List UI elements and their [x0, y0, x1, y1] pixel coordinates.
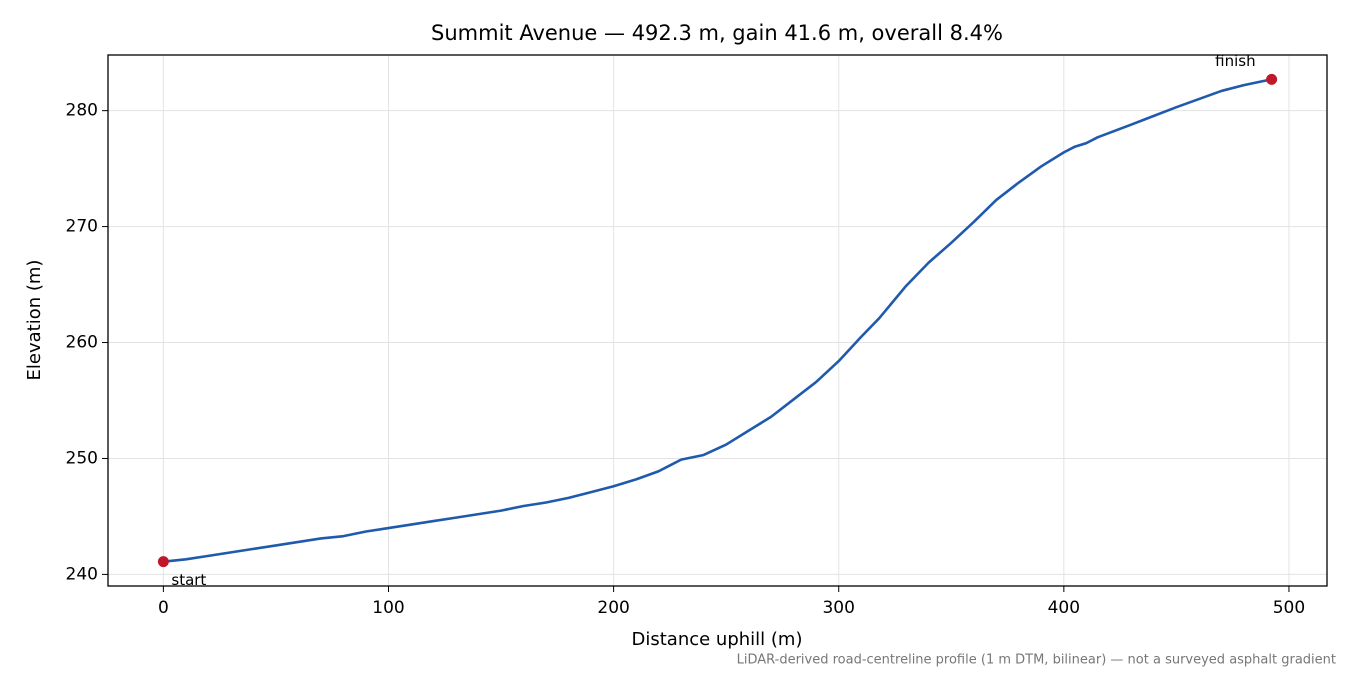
elevation-line — [163, 78, 1272, 563]
plot-frame — [107, 54, 1328, 587]
footnote: LiDAR-derived road-centreline profile (1… — [737, 653, 1336, 668]
y-tick-label: 280 — [66, 101, 98, 121]
endpoint-label: start — [171, 571, 206, 589]
endpoint-marker — [157, 556, 169, 568]
y-tick-label: 250 — [66, 448, 98, 468]
x-tick-label: 400 — [1048, 598, 1080, 618]
x-axis-label: Distance uphill (m) — [632, 629, 803, 650]
chart-title: Summit Avenue — 492.3 m, gain 41.6 m, ov… — [431, 21, 1003, 45]
endpoint-label: finish — [1215, 52, 1255, 70]
endpoint-marker — [1266, 73, 1278, 85]
y-tick-label: 260 — [66, 333, 98, 353]
y-tick-label: 240 — [66, 564, 98, 584]
y-axis-label: Elevation (m) — [24, 260, 45, 381]
x-tick-label: 500 — [1273, 598, 1305, 618]
x-tick-label: 0 — [158, 598, 169, 618]
y-tick-label: 270 — [66, 217, 98, 237]
x-tick-label: 200 — [597, 598, 629, 618]
x-tick-label: 300 — [822, 598, 854, 618]
x-tick-label: 100 — [372, 598, 404, 618]
